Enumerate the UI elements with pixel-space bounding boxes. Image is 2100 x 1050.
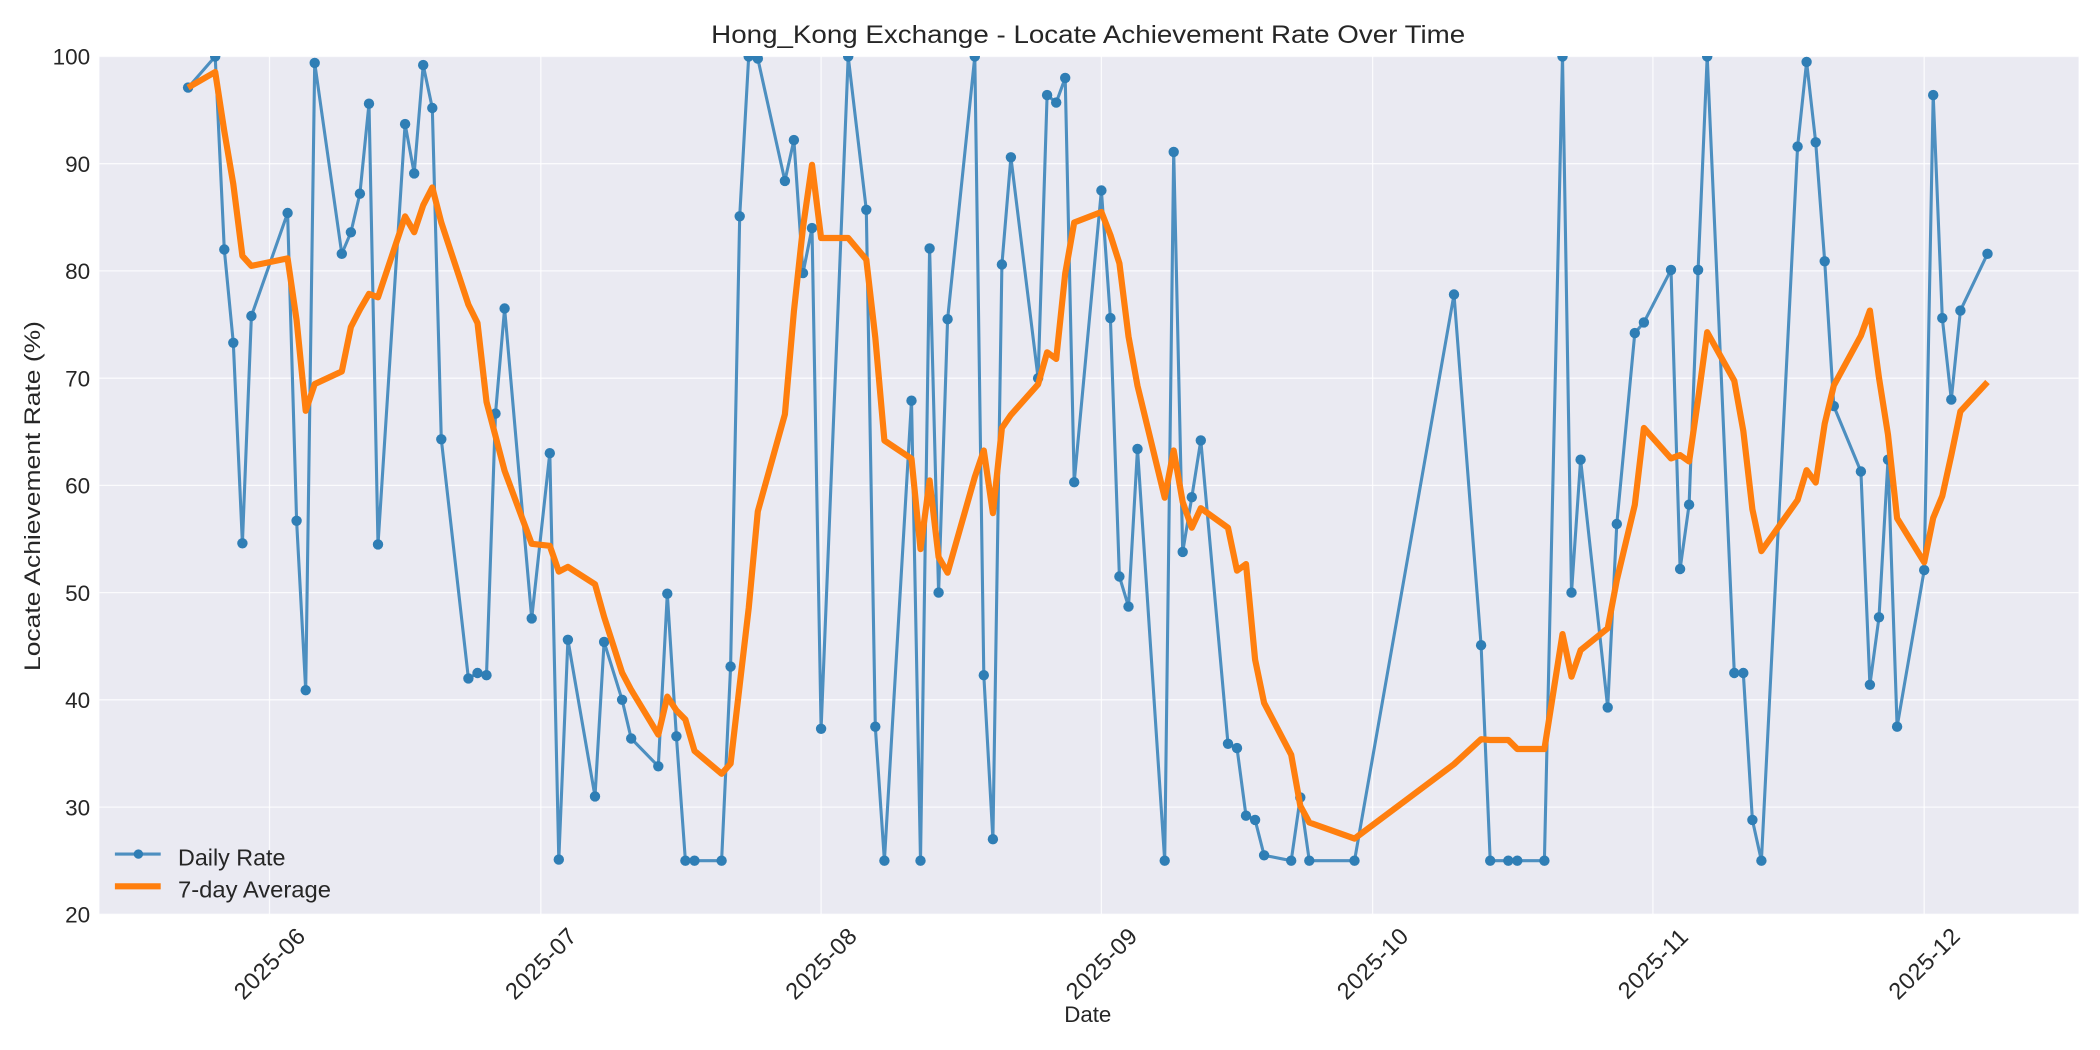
svg-text:7-day Average: 7-day Average	[178, 877, 331, 903]
svg-text:90: 90	[65, 152, 90, 177]
svg-text:Date: Date	[1064, 1002, 1111, 1027]
svg-text:Daily Rate: Daily Rate	[178, 844, 286, 870]
svg-text:80: 80	[65, 259, 90, 284]
svg-text:50: 50	[65, 581, 90, 606]
svg-text:70: 70	[65, 366, 90, 391]
svg-text:40: 40	[65, 688, 90, 713]
svg-text:Locate Achievement Rate (%): Locate Achievement Rate (%)	[20, 321, 45, 671]
svg-text:Hong_Kong Exchange - Locate Ac: Hong_Kong Exchange - Locate Achievement …	[711, 21, 1465, 49]
svg-text:60: 60	[65, 474, 90, 499]
svg-text:20: 20	[65, 903, 90, 928]
svg-text:100: 100	[53, 45, 91, 70]
svg-text:30: 30	[65, 795, 90, 820]
